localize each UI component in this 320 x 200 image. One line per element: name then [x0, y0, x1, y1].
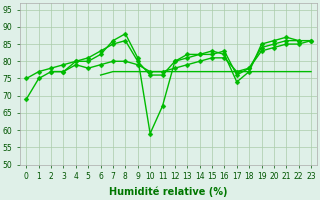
X-axis label: Humidité relative (%): Humidité relative (%): [109, 187, 228, 197]
